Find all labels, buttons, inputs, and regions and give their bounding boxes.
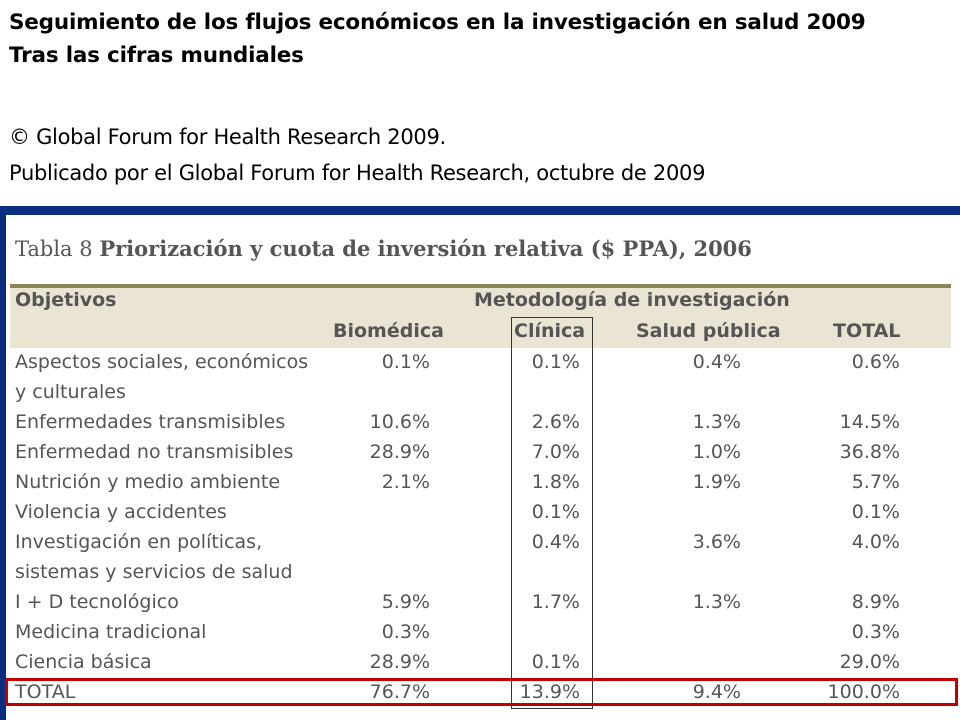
value-cell: 76.7% xyxy=(369,681,430,703)
value-cell: 13.9% xyxy=(519,681,580,703)
table-row: Investigación en políticas, sistemas y se… xyxy=(15,527,945,587)
table-row: Medicina tradicional 0.3% 0.3% xyxy=(15,617,945,647)
table-caption: Tabla 8 Priorización y cuota de inversió… xyxy=(15,236,752,261)
value-cell: 4.0% xyxy=(851,531,900,553)
copyright-text: © Global Forum for Health Research 2009. xyxy=(9,125,446,149)
value-cell: 0.4% xyxy=(692,351,741,373)
table-number: Tabla 8 xyxy=(15,237,93,261)
row-label: Ciencia básica xyxy=(15,651,152,673)
header-salud-publica: Salud pública xyxy=(636,320,781,342)
value-cell: 1.0% xyxy=(692,441,741,463)
total-rule xyxy=(10,704,951,705)
value-cell: 1.9% xyxy=(692,471,741,493)
row-label: Medicina tradicional xyxy=(15,621,207,643)
row-label: Nutrición y medio ambiente xyxy=(15,471,281,493)
value-cell: 8.9% xyxy=(851,591,900,613)
header-methodology: Metodología de investigación xyxy=(474,289,790,311)
value-cell: 10.6% xyxy=(369,411,430,433)
table-row: Nutrición y medio ambiente 2.1% 1.8% 1.9% 5.… xyxy=(15,467,945,497)
slide-title: Seguimiento de los flujos económicos en … xyxy=(9,10,866,35)
value-cell: 0.3% xyxy=(381,621,430,643)
table-row: I + D tecnológico 5.9% 1.7% 1.3% 8.9% xyxy=(15,587,945,617)
table-row: Ciencia básica 28.9% 0.1% 29.0% xyxy=(15,647,945,677)
table-row: Violencia y accidentes 0.1% 0.1% xyxy=(15,497,945,527)
slide-header: Seguimiento de los flujos económicos en … xyxy=(9,6,954,72)
row-label: TOTAL xyxy=(15,681,76,703)
header-total: TOTAL xyxy=(833,320,901,342)
value-cell: 3.6% xyxy=(692,531,741,553)
table-row: Enfermedades transmisibles 10.6% 2.6% 1.3% 1… xyxy=(15,407,945,437)
row-label: I + D tecnológico xyxy=(15,591,179,613)
value-cell: 2.1% xyxy=(381,471,430,493)
value-cell: 0.1% xyxy=(531,351,580,373)
header-biomedica: Biomédica xyxy=(333,320,444,342)
table-row: Aspectos sociales, económicos y culturale… xyxy=(15,347,945,407)
row-label: Investigación en políticas, xyxy=(15,531,263,553)
value-cell: 5.9% xyxy=(381,591,430,613)
value-cell: 28.9% xyxy=(369,651,430,673)
value-cell: 9.4% xyxy=(692,681,741,703)
value-cell: 1.3% xyxy=(692,591,741,613)
value-cell: 100.0% xyxy=(827,681,900,703)
header-objetivos: Objetivos xyxy=(15,289,117,311)
row-label: Aspectos sociales, económicos xyxy=(15,351,309,373)
table-header xyxy=(10,284,951,348)
row-label: y culturales xyxy=(15,381,126,403)
value-cell: 28.9% xyxy=(369,441,430,463)
row-label: Violencia y accidentes xyxy=(15,501,227,523)
row-label: Enfermedades transmisibles xyxy=(15,411,286,433)
value-cell: 0.1% xyxy=(381,351,430,373)
value-cell: 5.7% xyxy=(851,471,900,493)
row-label: sistemas y servicios de salud xyxy=(15,561,293,583)
value-cell: 1.8% xyxy=(531,471,580,493)
publisher-text: Publicado por el Global Forum for Health… xyxy=(9,161,706,185)
value-cell: 0.1% xyxy=(531,651,580,673)
value-cell: 0.6% xyxy=(851,351,900,373)
value-cell: 14.5% xyxy=(839,411,900,433)
value-cell: 0.3% xyxy=(851,621,900,643)
table-title: Priorización y cuota de inversión relati… xyxy=(99,236,752,261)
value-cell: 0.4% xyxy=(531,531,580,553)
value-cell: 1.7% xyxy=(531,591,580,613)
value-cell: 0.1% xyxy=(531,501,580,523)
slide-subtitle: Tras las cifras mundiales xyxy=(9,43,304,68)
value-cell: 36.8% xyxy=(839,441,900,463)
header-clinica: Clínica xyxy=(514,320,586,342)
table-row: Enfermedad no transmisibles 28.9% 7.0% 1.0%… xyxy=(15,437,945,467)
value-cell: 2.6% xyxy=(531,411,580,433)
value-cell: 29.0% xyxy=(839,651,900,673)
credit-block: © Global Forum for Health Research 2009.… xyxy=(9,119,705,191)
value-cell: 1.3% xyxy=(692,411,741,433)
total-row: TOTAL 76.7% 13.9% 9.4% 100.0% xyxy=(15,677,945,707)
row-label: Enfermedad no transmisibles xyxy=(15,441,294,463)
value-cell: 7.0% xyxy=(531,441,580,463)
value-cell: 0.1% xyxy=(851,501,900,523)
